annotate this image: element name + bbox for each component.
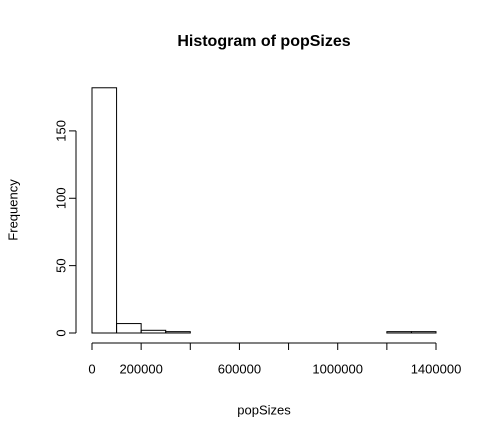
bar	[410, 331, 437, 334]
bar	[165, 331, 191, 334]
y-tick-label: 50	[53, 258, 68, 272]
x-tick-label: 0	[88, 361, 95, 376]
x-axis-label: popSizes	[237, 402, 291, 417]
bar	[386, 331, 412, 334]
x-tick-label: 600000	[218, 361, 261, 376]
x-tick-label: 200000	[119, 361, 162, 376]
y-tick-label: 100	[53, 187, 68, 209]
x-tick-label: 1000000	[312, 361, 363, 376]
bar	[140, 329, 167, 334]
bar	[91, 87, 118, 334]
y-tick-label: 150	[53, 120, 68, 142]
y-tick-label: 0	[53, 329, 68, 336]
y-axis-label: Frequency	[5, 179, 20, 241]
bar	[116, 323, 142, 334]
chart-title: Histogram of popSizes	[177, 33, 350, 50]
x-tick-label: 1400000	[411, 361, 462, 376]
